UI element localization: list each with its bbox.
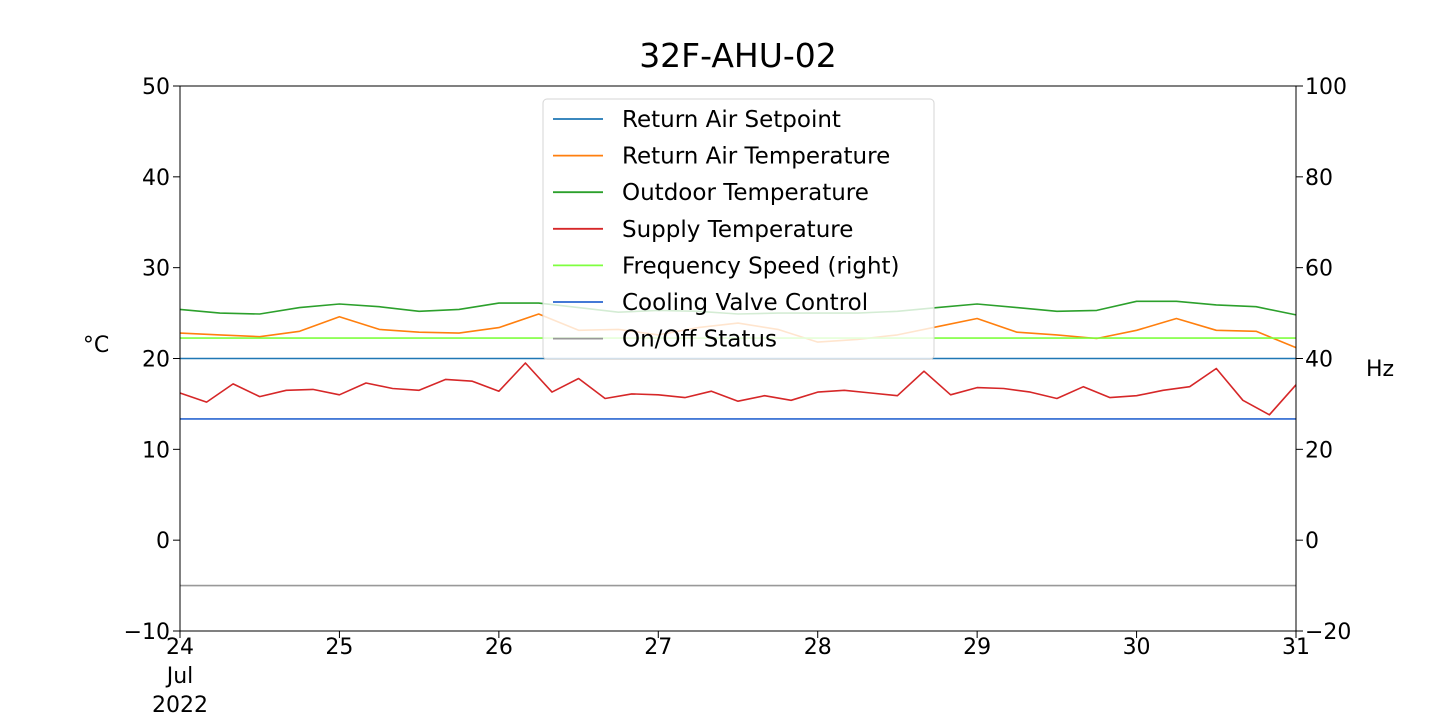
x-tick-label: 27 bbox=[644, 635, 672, 660]
y-axis-left-title: °C bbox=[83, 333, 109, 358]
x-tick-label: Jul bbox=[165, 664, 194, 689]
y-left-tick-label: 20 bbox=[142, 348, 170, 373]
legend-label-return-air-temperature: Return Air Temperature bbox=[622, 144, 890, 170]
series-line-supply-temperature bbox=[179, 362, 1297, 416]
legend-box bbox=[542, 98, 935, 360]
y-left-tick-label: 40 bbox=[142, 166, 170, 191]
axis-layer: −10 0 10 20 30 40 50 −20 0 20 40 60 80 100 24 Jul 2022 25… bbox=[124, 75, 1352, 718]
x-tick-label: 25 bbox=[325, 635, 353, 660]
chart-title: 32F-AHU-02 bbox=[639, 36, 837, 75]
legend-label-frequency-speed-right: Frequency Speed (right) bbox=[622, 253, 900, 279]
y-left-tick-label: 30 bbox=[142, 257, 170, 282]
legend-label-supply-temperature: Supply Temperature bbox=[622, 217, 853, 243]
y-left-tick-label: 0 bbox=[156, 529, 170, 554]
x-tick-label: 30 bbox=[1123, 635, 1151, 660]
y-right-tick-label: 40 bbox=[1305, 348, 1333, 373]
x-tick-label: 2022 bbox=[152, 693, 208, 718]
y-left-tick-label: −10 bbox=[124, 620, 170, 645]
x-tick-label: 24 bbox=[166, 635, 194, 660]
x-tick-label: 31 bbox=[1282, 635, 1310, 660]
legend-label-outdoor-temperature: Outdoor Temperature bbox=[622, 180, 869, 206]
legend-label-return-air-setpoint: Return Air Setpoint bbox=[622, 107, 841, 133]
y-left-tick-label: 50 bbox=[142, 75, 170, 100]
y-left-tick-label: 10 bbox=[142, 438, 170, 463]
y-right-tick-label: 60 bbox=[1305, 257, 1333, 282]
legend-label-on-off-status: On/Off Status bbox=[622, 327, 777, 353]
y-right-tick-label: 20 bbox=[1305, 438, 1333, 463]
x-tick-label: 29 bbox=[963, 635, 991, 660]
x-tick-label: 26 bbox=[485, 635, 513, 660]
y-axis-right-title: Hz bbox=[1366, 357, 1394, 382]
y-right-tick-label: −20 bbox=[1305, 620, 1351, 645]
y-right-tick-label: 0 bbox=[1305, 529, 1319, 554]
x-tick-label: 28 bbox=[804, 635, 832, 660]
legend-label-cooling-valve-control: Cooling Valve Control bbox=[622, 290, 868, 316]
legend: Return Air Setpoint Return Air Temperatur… bbox=[542, 98, 935, 360]
y-right-tick-label: 80 bbox=[1305, 166, 1333, 191]
y-right-tick-label: 100 bbox=[1305, 75, 1347, 100]
